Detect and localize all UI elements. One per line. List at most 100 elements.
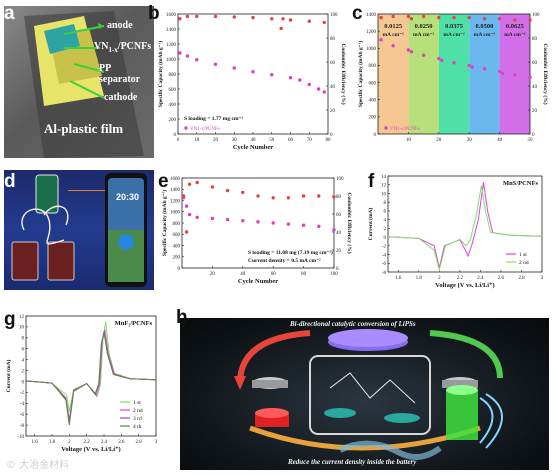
- y-tick-label: 8: [22, 337, 25, 342]
- capacity-point: [307, 82, 311, 87]
- y2-tick-label: 40: [532, 85, 538, 90]
- chart-f: 1.6 1.8 2 2.2 2.4 2.6 2.8 3 -8 -6 -4 -2 0 2 4 6 8 10 12 14 V…: [368, 170, 550, 290]
- annotation: S loading = 11.08 mg (7.19 mg cm⁻²): [248, 249, 333, 256]
- legend-entry: 2 nd: [133, 408, 143, 414]
- ce-point: [332, 195, 336, 199]
- x-tick-label: 30: [232, 138, 238, 143]
- y-tick-label: 1400: [166, 28, 177, 33]
- y2-tick-label: 40: [336, 231, 342, 236]
- y2-axis-label: Coulombic Efficiency (%): [542, 43, 549, 104]
- ce-point: [270, 17, 274, 21]
- y-tick-label: 6: [384, 210, 387, 215]
- ce-point: [271, 196, 275, 200]
- x-tick-label: 50: [269, 138, 275, 143]
- x-axis-label: Cycle Number: [233, 144, 273, 151]
- legend-entry: 2 nd: [519, 260, 529, 266]
- ce-point: [322, 20, 326, 25]
- x-tick-label: 2.8: [518, 276, 525, 281]
- x-tick-label: 60: [288, 138, 294, 143]
- y-tick-label: 800: [169, 73, 177, 78]
- x-tick-label: 40: [240, 272, 246, 277]
- y-axis-label: Specific Capacity (mAh g⁻¹): [357, 41, 364, 107]
- y2-tick-label: 0: [330, 133, 333, 138]
- y2-tick-label: 60: [336, 213, 342, 218]
- electrode-disc-left: [252, 377, 288, 389]
- rate-band: [469, 14, 500, 134]
- capacity-point: [322, 90, 326, 94]
- capacity-point: [421, 53, 426, 57]
- panel-label-c: c: [352, 3, 363, 24]
- capacity-point: [195, 58, 199, 62]
- legend-entry: 3 rd: [133, 416, 142, 422]
- y-tick-label: -4: [382, 253, 387, 258]
- capacity-point: [440, 58, 444, 62]
- y-tick-label: 200: [169, 118, 177, 123]
- capacity-point: [213, 62, 218, 66]
- label-separator: PP separator: [99, 63, 141, 85]
- y-tick-label: 0: [384, 236, 387, 241]
- capacity-point: [178, 51, 182, 55]
- chart-f-svg: 1.6 1.8 2 2.2 2.4 2.6 2.8 3 -8 -6 -4 -2 0 2 4 6 8 10 12 14 V…: [368, 175, 544, 289]
- y-tick-label: 4: [22, 358, 25, 363]
- series-line-1: [25, 329, 157, 420]
- y-tick-label: 0: [178, 267, 181, 272]
- y-tick-label: 0: [174, 133, 177, 138]
- phone-demo-illustration: [11, 173, 147, 287]
- x-tick-label: 1.8: [49, 440, 56, 445]
- x-tick-label: 2.8: [136, 440, 143, 445]
- chart-title: MnF₂/PCNFs: [115, 320, 153, 327]
- ce-point: [210, 185, 215, 189]
- ce-point: [195, 14, 199, 19]
- x-axis-label: Cycle Number: [238, 278, 278, 285]
- annotation: Current density = 0.5 mA cm⁻²: [248, 258, 321, 264]
- ce-point: [301, 194, 306, 198]
- legend-marker: [184, 126, 188, 130]
- x-tick-label: 80: [301, 272, 307, 277]
- x-tick-label: 70: [307, 138, 313, 143]
- y2-tick-label: 20: [330, 109, 336, 114]
- y-tick-label: 600: [169, 88, 177, 93]
- y-tick-label: 600: [369, 81, 377, 86]
- y-tick-label: 6: [22, 348, 25, 353]
- ce-point: [279, 26, 283, 31]
- capacity-point: [210, 216, 215, 221]
- x-tick-label: 3: [541, 276, 544, 281]
- capacity-point: [301, 223, 306, 227]
- y2-tick-label: 20: [532, 109, 538, 114]
- capacity-point: [437, 56, 441, 61]
- y-axis-label: Specific Capacity (mAh g⁻¹): [157, 41, 164, 107]
- x-tick-label: 0: [177, 138, 180, 143]
- label-vn: VN: [94, 41, 109, 52]
- ce-point: [288, 18, 293, 22]
- label-vn-pcnfs: VN1-x/PCNFs: [94, 41, 151, 54]
- rate-unit-label: mA cm⁻²: [504, 32, 526, 38]
- ce-point: [241, 190, 245, 195]
- y-tick-label: 12: [19, 315, 25, 320]
- capacity-point: [317, 224, 321, 229]
- plot-frame: [377, 13, 531, 135]
- rate-band: [438, 14, 470, 134]
- y-tick-label: -2: [382, 245, 387, 250]
- y2-tick-label: 100: [336, 177, 344, 182]
- x-tick-label: 2.6: [498, 276, 505, 281]
- y-tick-label: 800: [173, 222, 181, 227]
- rate-value-label: 0.0625: [506, 23, 525, 30]
- ce-point: [497, 17, 502, 21]
- y-tick-label: -6: [382, 262, 387, 267]
- y-tick-label: 1000: [170, 211, 181, 216]
- ce-point: [528, 18, 532, 22]
- y-tick-label: 12: [381, 184, 387, 189]
- rate-band: [378, 14, 409, 134]
- y-axis-label: Specific Capacity (mAh g⁻¹): [161, 190, 168, 256]
- x-tick-label: 1.6: [32, 440, 39, 445]
- x-tick-label: 10: [406, 138, 412, 143]
- label-al-plastic-film: Al-plastic film: [44, 121, 124, 136]
- capacity-point: [271, 221, 275, 225]
- ce-point: [307, 19, 311, 23]
- legend-entry: VN1-x/PCNFs: [190, 127, 220, 132]
- x-tick-label: 3: [155, 440, 158, 445]
- capacity-point: [482, 67, 487, 71]
- chart-b: 0 10 20 30 40 50 60 70 80 0 200 400 600 800 1000 1200 14…: [150, 4, 350, 156]
- series-line-1: [387, 185, 543, 272]
- label-anode: anode: [107, 20, 133, 31]
